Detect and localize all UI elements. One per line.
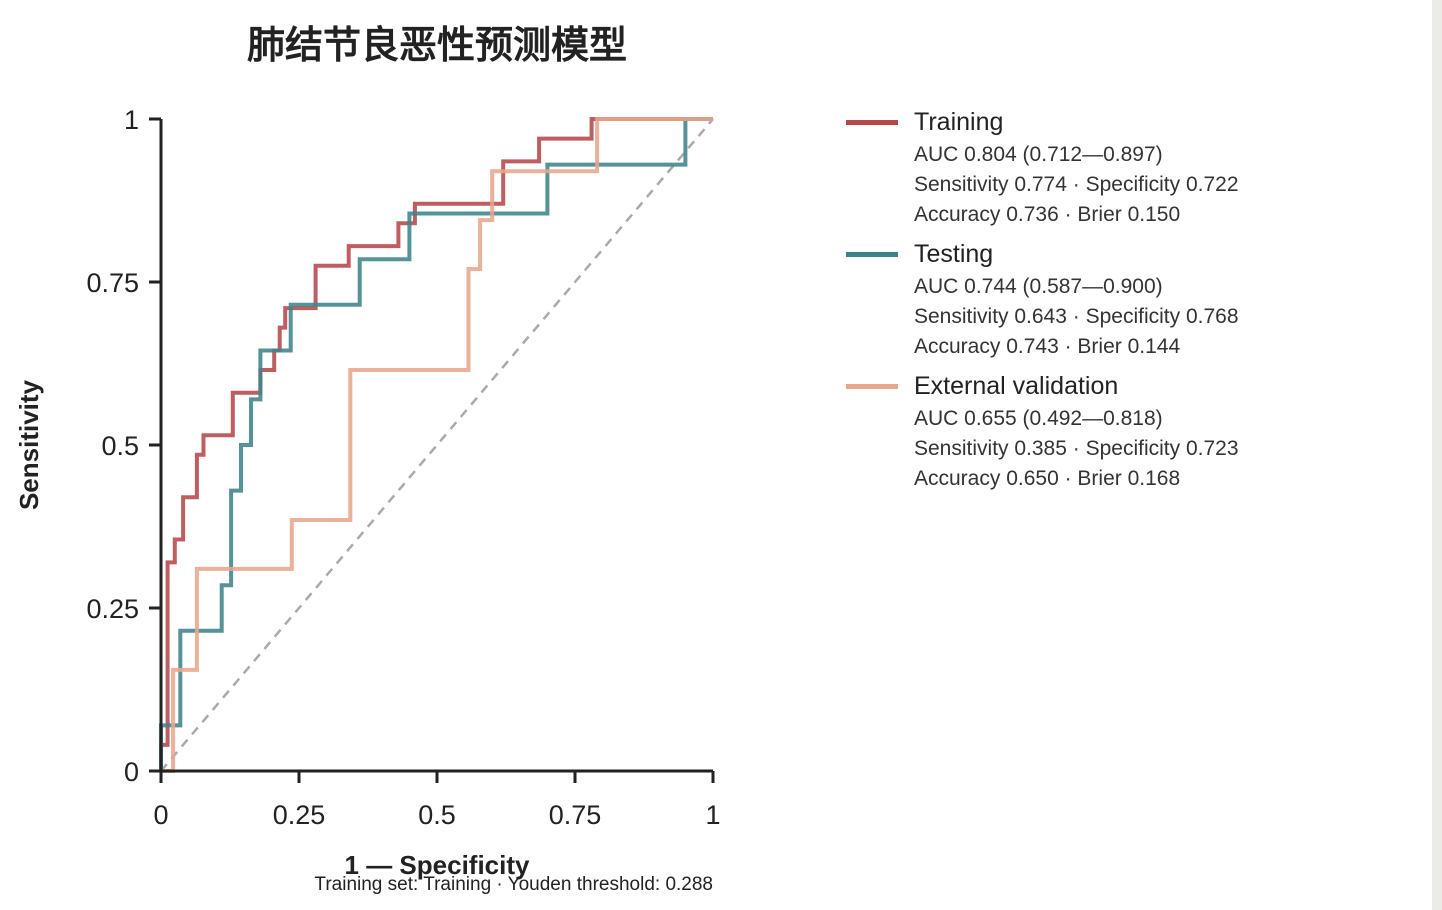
legend-stat-line: AUC 0.804 (0.712—0.897) [914,143,1163,166]
x-tick-label: 0.75 [549,800,602,830]
legend-header: Testing [846,236,1406,272]
legend-stat-line: Accuracy 0.650 · Brier 0.168 [914,467,1181,490]
chart-title: 肺结节良恶性预测模型 [247,23,627,67]
legend-entry: Testing AUC 0.744 (0.587—0.900) Sensitivit… [846,236,1406,362]
legend-stat-line: AUC 0.744 (0.587—0.900) [914,275,1163,298]
legend-stat-line: Sensitivity 0.385 · Specificity 0.723 [914,437,1239,460]
legend: Training AUC 0.804 (0.712—0.897) Sensitivi… [846,104,1406,500]
legend-header: External validation [846,368,1406,404]
y-tick-label: 0.5 [101,431,139,461]
y-tick-label: 0.75 [86,268,139,298]
y-tick-label: 0 [124,757,139,787]
legend-swatch [846,119,898,125]
x-tick-label: 0.25 [273,800,326,830]
legend-entry: External validation AUC 0.655 (0.492—0.81… [846,368,1406,494]
footnote: Training set: Training · Youden threshol… [314,874,713,895]
roc-curve-1 [159,117,713,771]
legend-stat-line: Sensitivity 0.643 · Specificity 0.768 [914,305,1239,328]
legend-swatch [846,251,898,257]
x-tick-label: 0.5 [418,800,456,830]
window-edge [1432,0,1442,910]
legend-stat-line: Accuracy 0.736 · Brier 0.150 [914,203,1181,226]
y-tick-label: 0.25 [86,594,139,624]
roc-curve-2 [161,117,713,773]
legend-series-name: Training [914,107,1004,136]
reference-diagonal [160,118,714,772]
y-tick-label: 1 [124,105,139,135]
legend-entry: Training AUC 0.804 (0.712—0.897) Sensitivi… [846,104,1406,230]
x-tick-label: 0 [153,800,168,830]
legend-stat-line: Sensitivity 0.774 · Specificity 0.722 [914,173,1239,196]
legend-series-name: Testing [914,239,994,268]
legend-swatch [846,383,898,389]
x-tick-label: 1 [705,800,720,830]
x-axis-label: 1 — Specificity [345,850,530,880]
y-axis-label: Sensitivity [14,379,44,510]
legend-stat-line: AUC 0.655 (0.492—0.818) [914,407,1163,430]
legend-header: Training [846,104,1406,140]
legend-series-name: External validation [914,371,1119,400]
legend-stat-line: Accuracy 0.743 · Brier 0.144 [914,335,1181,358]
plot-area: 00 0.25 0.25 0.5 0.5 0.75 0.75 1 1 [86,105,720,830]
